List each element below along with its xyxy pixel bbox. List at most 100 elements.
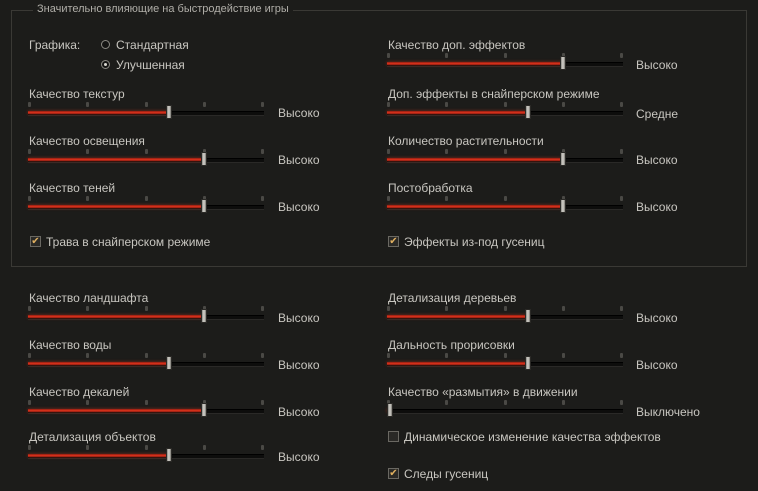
slider-tick (620, 353, 623, 358)
slider-handle[interactable] (525, 105, 531, 119)
slider-handle[interactable] (166, 356, 172, 370)
lighting-quality-value: Высоко (278, 153, 320, 167)
draw-distance-slider[interactable] (387, 352, 623, 372)
tree-detail-label: Детализация деревьев (388, 291, 517, 305)
slider-handle[interactable] (201, 199, 207, 213)
track-marks-checkbox[interactable]: ✔ (388, 468, 399, 479)
slider-tick (387, 353, 390, 358)
extra-effects-quality-slider[interactable] (387, 52, 623, 72)
slider-fill (387, 62, 563, 65)
radio-enhanced[interactable] (101, 60, 110, 69)
radio-standard[interactable] (101, 40, 110, 49)
slider-tick (261, 196, 264, 201)
object-detail-slider[interactable] (28, 444, 264, 464)
slider-tick (445, 353, 448, 358)
performance-settings-group (11, 10, 747, 267)
radio-enhanced-label[interactable]: Улучшенная (116, 58, 185, 72)
sniper-grass-checkbox[interactable]: ✔ (30, 236, 41, 247)
motion-blur-label: Качество «размытия» в движении (388, 385, 578, 399)
slider-handle[interactable] (166, 448, 172, 462)
track-marks-label[interactable]: Следы гусениц (404, 467, 489, 481)
slider-tick (28, 353, 31, 358)
slider-tick (28, 149, 31, 154)
slider-tick (86, 102, 89, 107)
slider-handle[interactable] (560, 199, 566, 213)
slider-tick (86, 196, 89, 201)
draw-distance-value: Высоко (636, 358, 678, 372)
slider-tick (261, 149, 264, 154)
slider-handle[interactable] (166, 105, 172, 119)
slider-fill (28, 362, 169, 365)
slider-tick (145, 149, 148, 154)
vegetation-amount-value: Высоко (636, 153, 678, 167)
slider-tick (562, 196, 565, 201)
slider-tick (387, 102, 390, 107)
slider-tick (261, 400, 264, 405)
lighting-quality-slider[interactable] (28, 148, 264, 168)
decal-quality-slider[interactable] (28, 399, 264, 419)
dynamic-effects-label[interactable]: Динамическое изменение качества эффектов (404, 430, 661, 444)
slider-handle[interactable] (525, 309, 531, 323)
slider-tick (562, 149, 565, 154)
slider-handle[interactable] (560, 152, 566, 166)
tree-detail-slider[interactable] (387, 305, 623, 325)
slider-tick (86, 353, 89, 358)
slider-tick (387, 306, 390, 311)
slider-handle[interactable] (201, 309, 207, 323)
slider-fill (387, 158, 563, 161)
slider-tick (28, 445, 31, 450)
slider-tick (504, 102, 507, 107)
slider-fill (28, 111, 169, 114)
slider-tick (86, 400, 89, 405)
terrain-quality-slider[interactable] (28, 305, 264, 325)
slider-tick (261, 445, 264, 450)
slider-tick (620, 53, 623, 58)
slider-tick (445, 102, 448, 107)
slider-tick (145, 102, 148, 107)
track-effects-checkbox[interactable]: ✔ (388, 236, 399, 247)
slider-tick (445, 53, 448, 58)
motion-blur-slider[interactable] (387, 399, 623, 419)
slider-tick (203, 102, 206, 107)
slider-tick (145, 400, 148, 405)
slider-handle[interactable] (201, 403, 207, 417)
texture-quality-slider[interactable] (28, 101, 264, 121)
slider-tick (445, 306, 448, 311)
lighting-quality-label: Качество освещения (29, 134, 145, 148)
motion-blur-value: Выключено (636, 405, 700, 419)
slider-handle[interactable] (560, 56, 566, 70)
shadow-quality-label: Качество теней (29, 181, 116, 195)
extra-effects-quality-label: Качество доп. эффектов (388, 38, 526, 52)
water-quality-slider[interactable] (28, 352, 264, 372)
slider-tick (86, 306, 89, 311)
slider-tick (445, 149, 448, 154)
track-effects-label[interactable]: Эффекты из-под гусениц (404, 235, 545, 249)
postprocessing-slider[interactable] (387, 195, 623, 215)
slider-handle[interactable] (387, 403, 393, 417)
texture-quality-value: Высоко (278, 106, 320, 120)
slider-tick (445, 400, 448, 405)
slider-fill (387, 362, 528, 365)
slider-tick (620, 196, 623, 201)
shadow-quality-value: Высоко (278, 200, 320, 214)
slider-tick (620, 149, 623, 154)
slider-tick (203, 353, 206, 358)
slider-handle[interactable] (201, 152, 207, 166)
radio-standard-label[interactable]: Стандартная (116, 38, 189, 52)
draw-distance-label: Дальность прорисовки (388, 338, 515, 352)
slider-tick (145, 445, 148, 450)
texture-quality-label: Качество текстур (29, 87, 125, 101)
shadow-quality-slider[interactable] (28, 195, 264, 215)
slider-fill (387, 111, 528, 114)
slider-tick (261, 102, 264, 107)
slider-handle[interactable] (525, 356, 531, 370)
dynamic-effects-checkbox[interactable] (388, 431, 399, 442)
sniper-effects-slider[interactable] (387, 101, 623, 121)
slider-tick (86, 149, 89, 154)
sniper-grass-label[interactable]: Трава в снайперском режиме (46, 235, 211, 249)
slider-tick (28, 102, 31, 107)
vegetation-amount-slider[interactable] (387, 148, 623, 168)
object-detail-label: Детализация объектов (29, 430, 156, 444)
slider-fill (28, 409, 204, 412)
slider-track[interactable] (387, 409, 623, 414)
